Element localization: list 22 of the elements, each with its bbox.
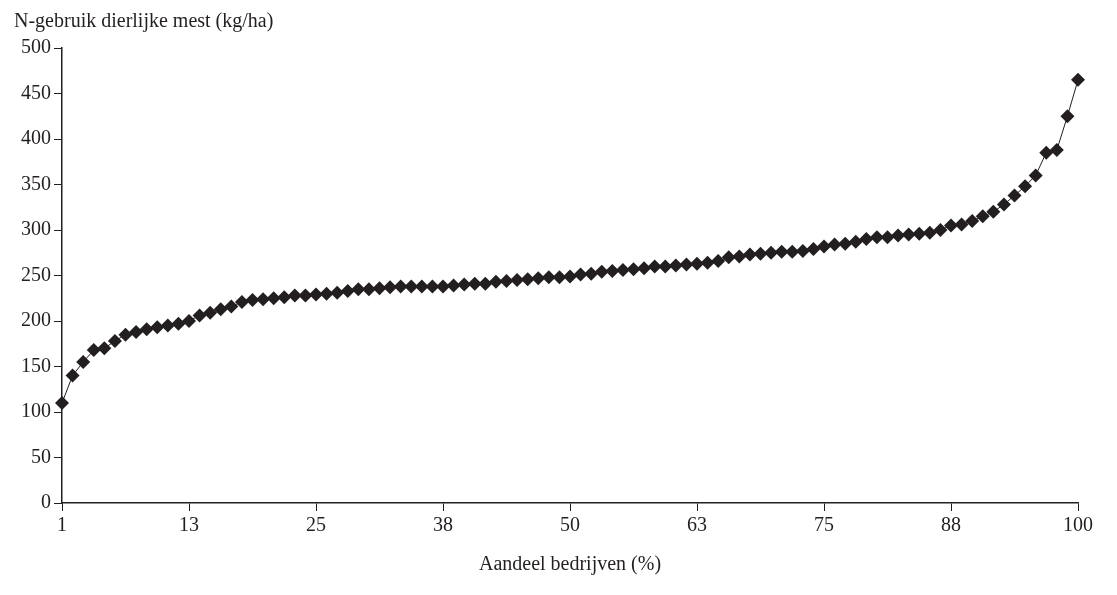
y-tick-label: 300	[21, 217, 51, 240]
y-tick-label: 500	[21, 35, 51, 58]
x-tick-label: 25	[306, 513, 326, 536]
x-axis-title: Aandeel bedrijven (%)	[478, 552, 662, 576]
y-tick-label: 450	[21, 80, 51, 103]
x-tick-label: 38	[433, 513, 453, 536]
x-tick-label: 63	[687, 513, 707, 536]
x-tick-label: 88	[941, 513, 961, 536]
y-tick-label: 150	[21, 353, 51, 376]
y-tick-label: 350	[21, 171, 51, 194]
x-tick-label: 1	[57, 513, 67, 536]
y-tick-label: 250	[21, 262, 51, 285]
y-tick-label: 0	[41, 490, 51, 513]
y-axis-title: N-gebruik dierlijke mest (kg/ha)	[14, 9, 274, 33]
y-tick-label: 50	[31, 444, 51, 467]
y-tick-label: 400	[21, 126, 51, 149]
x-tick-label: 75	[814, 513, 834, 536]
y-tick-label: 100	[21, 399, 51, 422]
x-tick-label: 13	[179, 513, 199, 536]
y-tick-label: 200	[21, 308, 51, 331]
x-tick-label: 50	[560, 513, 580, 536]
x-tick-label: 100	[1063, 513, 1093, 536]
